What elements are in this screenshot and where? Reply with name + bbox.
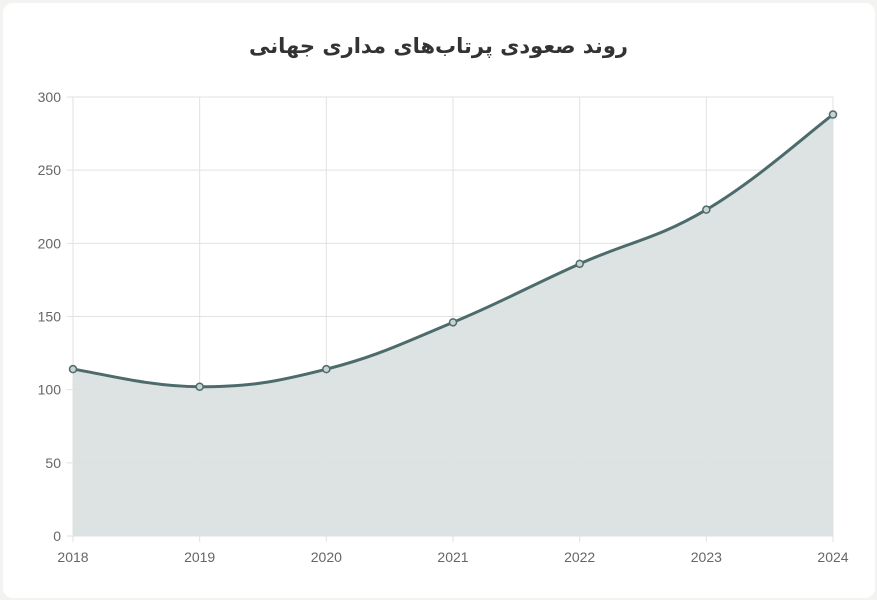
y-tick-label: 100 xyxy=(38,382,62,398)
y-tick-label: 0 xyxy=(53,528,61,544)
y-axis-ticks: 0 50 100 150 200 250 300 xyxy=(38,89,62,544)
x-tick-label: 2023 xyxy=(691,549,722,565)
x-tick-label: 2020 xyxy=(311,549,342,565)
y-tick-label: 150 xyxy=(38,309,62,325)
x-tick-label: 2018 xyxy=(57,549,88,565)
data-point[interactable] xyxy=(322,364,331,374)
y-tick-label: 200 xyxy=(38,235,62,251)
data-point[interactable] xyxy=(575,259,584,269)
x-tick-label: 2022 xyxy=(564,549,595,565)
data-point[interactable] xyxy=(702,205,711,214)
y-tick-label: 300 xyxy=(38,89,62,105)
x-tick-label: 2024 xyxy=(817,549,848,565)
data-point[interactable] xyxy=(448,318,458,327)
chart-title: روند صعودی پرتاب‌های مداری جهانی xyxy=(249,34,628,58)
x-axis-ticks: 2018 2019 2020 2021 2022 2023 2024 xyxy=(57,549,848,565)
x-tick-label: 2019 xyxy=(184,549,215,565)
data-point[interactable] xyxy=(68,364,78,374)
y-tick-label: 50 xyxy=(45,455,61,471)
x-tick-label: 2021 xyxy=(437,549,468,565)
data-point[interactable] xyxy=(828,110,838,119)
data-point[interactable] xyxy=(195,382,204,391)
y-tick-label: 250 xyxy=(38,162,62,178)
data-points xyxy=(68,110,838,391)
